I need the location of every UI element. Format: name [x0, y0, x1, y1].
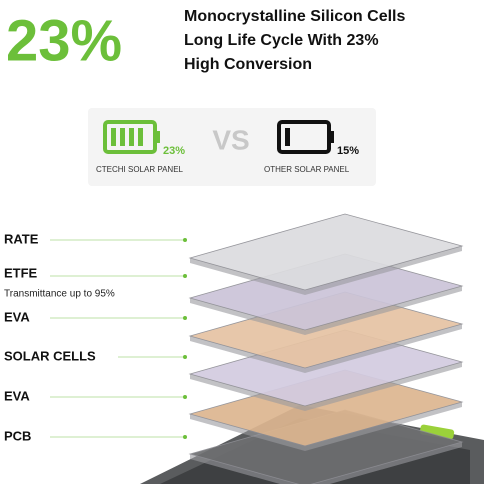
- leader-dot: [183, 355, 187, 359]
- layer-label: RATE: [4, 231, 39, 246]
- left-label: CTECHI SOLAR PANEL: [96, 165, 184, 174]
- leader-dot: [183, 435, 187, 439]
- leader-dot: [183, 274, 187, 278]
- layer-label: ETFE: [4, 265, 38, 280]
- layer-label: PCB: [4, 428, 31, 443]
- vs: VS: [212, 124, 249, 155]
- layer-edge: [190, 324, 462, 373]
- layer-edge: [190, 362, 462, 411]
- layer-edge: [190, 286, 462, 335]
- layer: [188, 213, 464, 291]
- layer-label: EVA: [4, 388, 30, 403]
- right-label: OTHER SOLAR PANEL: [264, 165, 350, 174]
- heading-line: Long Life Cycle With 23%: [184, 32, 379, 49]
- layer-note: Transmittance up to 95%: [4, 289, 115, 300]
- leader-dot: [183, 238, 187, 242]
- black-battery: [277, 120, 334, 154]
- leader-dot: [183, 395, 187, 399]
- layer-label: SOLAR CELLS: [4, 348, 96, 363]
- comparison-box: [88, 108, 376, 186]
- green-battery: [103, 120, 160, 154]
- layer-edge: [190, 442, 462, 489]
- heading-line: Monocrystalline Silicon Cells: [184, 8, 405, 25]
- layer-edge: [190, 402, 462, 451]
- leader-dot: [183, 316, 187, 320]
- layer-edge: [190, 246, 462, 295]
- layer-label: EVA: [4, 309, 30, 324]
- big-percent: 23%: [6, 8, 122, 73]
- heading-line: High Conversion: [184, 56, 312, 73]
- right-value: 15%: [337, 145, 359, 157]
- left-value: 23%: [163, 145, 185, 157]
